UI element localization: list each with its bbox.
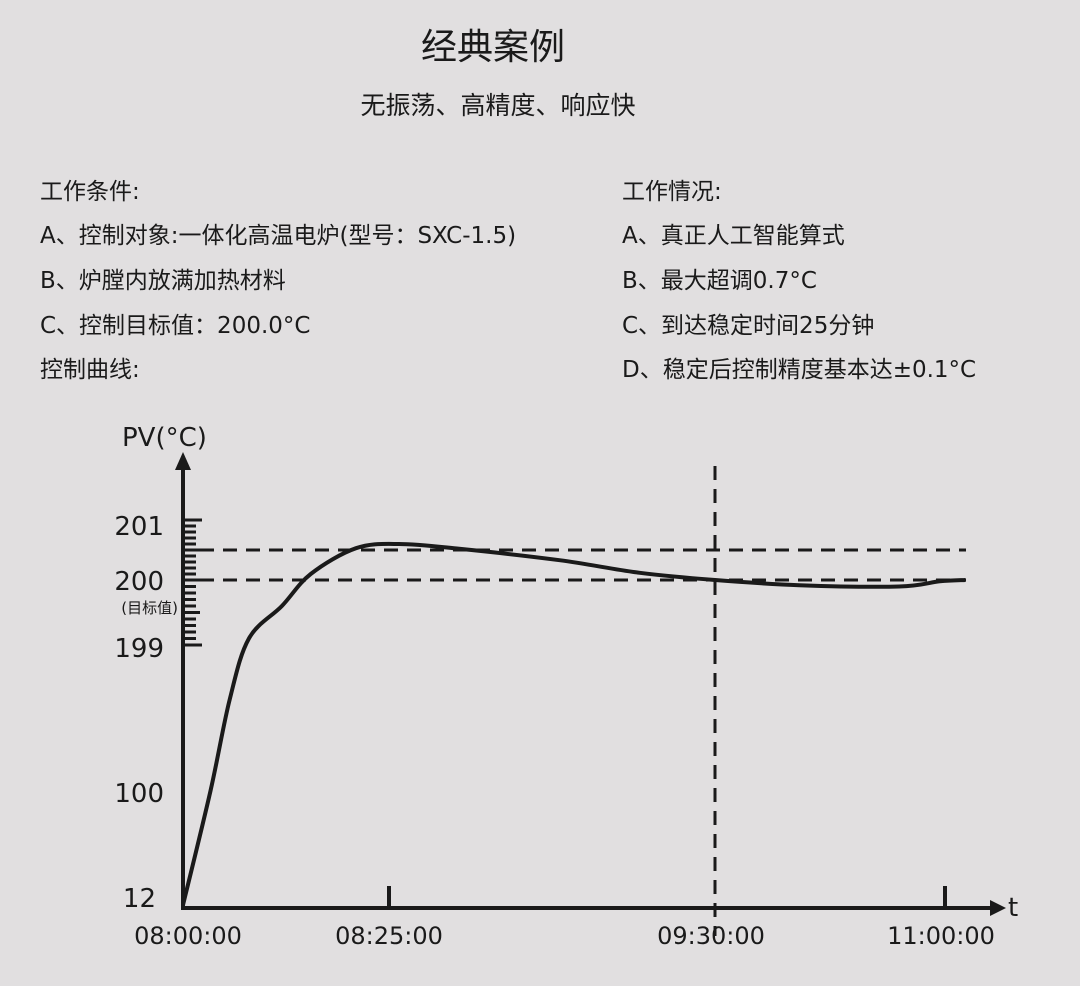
- curve-label: 控制曲线:: [40, 357, 140, 383]
- pv-curve: [181, 541, 966, 906]
- y-tick-label: 200: [114, 567, 164, 597]
- x-tick-label: 08:25:00: [335, 922, 443, 950]
- condition-item: C、控制目标值：200.0°C: [40, 313, 311, 339]
- y-axis-label: PV(°C): [122, 423, 207, 453]
- condition-item: A、控制对象:一体化高温电炉(型号：SXC-1.5): [40, 223, 517, 249]
- x-axis-label: t: [1008, 893, 1018, 923]
- x-tick-label: 08:00:00: [134, 922, 242, 950]
- situation-item: A、真正人工智能算式: [622, 223, 845, 249]
- situation-item: C、到达稳定时间25分钟: [622, 313, 875, 339]
- x-tick-label: 09:30:00: [657, 922, 765, 950]
- y-tick-note: (目标值): [121, 599, 178, 617]
- y-tick-label: 100: [114, 779, 164, 809]
- y-tick-label: 201: [114, 512, 164, 542]
- y-tick-label: 12: [123, 884, 156, 914]
- page-title: 经典案例: [420, 27, 565, 68]
- x-tick-label: 11:00:00: [887, 922, 995, 950]
- situation-item: D、稳定后控制精度基本达±0.1°C: [622, 357, 977, 383]
- situation-item: B、最大超调0.7°C: [622, 268, 817, 294]
- y-axis-arrow-icon: [175, 452, 191, 470]
- y-tick-label: 199: [114, 634, 164, 664]
- conditions-heading: 工作条件:: [40, 179, 140, 205]
- situation-heading: 工作情况:: [622, 179, 722, 205]
- x-axis-arrow-icon: [990, 900, 1006, 916]
- page-subtitle: 无振荡、高精度、响应快: [360, 91, 636, 120]
- condition-item: B、炉膛内放满加热材料: [40, 268, 286, 294]
